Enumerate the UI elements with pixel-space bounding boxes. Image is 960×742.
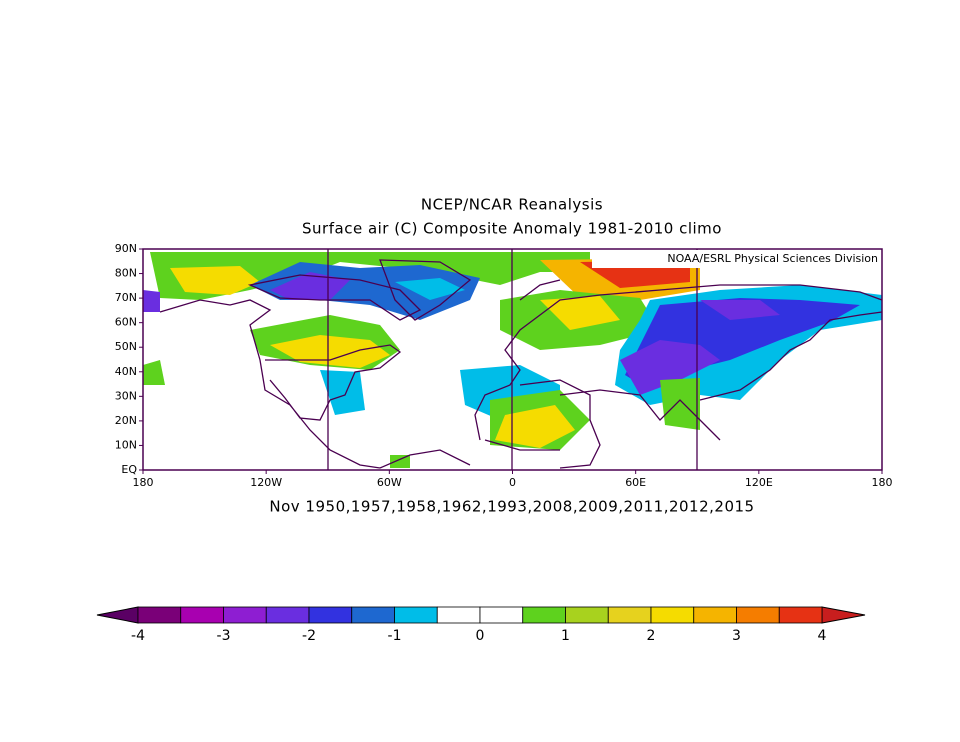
lat-label: 70N — [115, 291, 137, 304]
colorbar-box — [522, 606, 566, 624]
colorbar-box — [137, 606, 182, 624]
lat-label: 40N — [115, 365, 137, 378]
lat-label: 10N — [115, 438, 137, 451]
lat-label: EQ — [121, 463, 137, 476]
lat-label: 20N — [115, 414, 137, 427]
lon-label: 120W — [250, 476, 282, 489]
anomaly-fields — [143, 252, 882, 468]
colorbar-label: 3 — [732, 628, 741, 644]
colorbar-box — [565, 606, 609, 624]
colorbar-box — [265, 606, 310, 624]
credit-box — [592, 250, 881, 268]
colorbar-label: 2 — [647, 628, 656, 644]
colorbar-label: -4 — [131, 628, 145, 644]
colorbar-high-arrow — [821, 606, 866, 624]
lon-label: 120E — [745, 476, 773, 489]
colorbar-label: -3 — [217, 628, 231, 644]
lon-label: 180 — [872, 476, 893, 489]
colorbar-box — [308, 606, 353, 624]
colorbar-box — [607, 606, 652, 624]
colorbar-label: -1 — [388, 628, 402, 644]
map: NOAA/ESRL Physical Sciences Division — [142, 248, 883, 471]
lat-label: 90N — [115, 242, 137, 255]
colorbar-label: -2 — [302, 628, 316, 644]
colorbar-box — [650, 606, 695, 624]
colorbar-label: 1 — [561, 628, 570, 644]
lon-label: 0 — [509, 476, 516, 489]
lon-label: 60W — [377, 476, 402, 489]
coastlines — [159, 259, 883, 469]
subtitle: Surface air (C) Composite Anomaly 1981-2… — [302, 220, 722, 238]
colorbar-box — [693, 606, 737, 624]
colorbar-box — [778, 606, 823, 624]
caption: Nov 1950,1957,1958,1962,1993,2008,2009,2… — [269, 498, 754, 516]
colorbar-label: 4 — [818, 628, 827, 644]
lon-label: 60E — [625, 476, 646, 489]
colorbar-box — [479, 606, 524, 624]
lon-label: 180 — [133, 476, 154, 489]
colorbar-box — [736, 606, 780, 624]
colorbar-box — [394, 606, 438, 624]
lat-label: 80N — [115, 267, 137, 280]
colorbar-box — [223, 606, 267, 624]
colorbar-box — [436, 606, 481, 624]
title: NCEP/NCAR Reanalysis — [421, 196, 603, 214]
colorbar-box — [351, 606, 395, 624]
colorbar-low-arrow — [96, 606, 139, 624]
lat-label: 60N — [115, 316, 137, 329]
lat-label: 30N — [115, 389, 137, 402]
colorbar-box — [180, 606, 224, 624]
lat-label: 50N — [115, 340, 137, 353]
credit: NOAA/ESRL Physical Sciences Division — [667, 252, 878, 265]
colorbar-label: 0 — [476, 628, 485, 644]
